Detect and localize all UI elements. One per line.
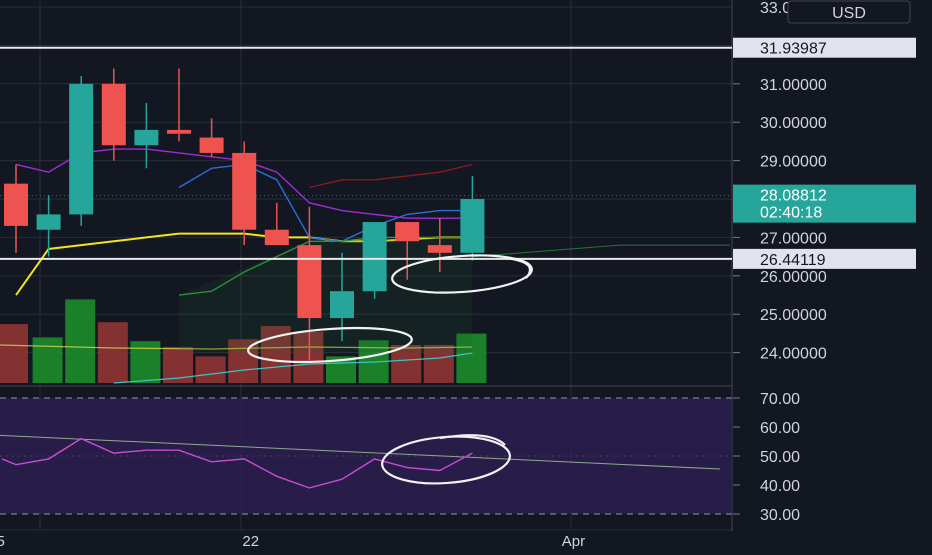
rsi-tick-label: 30.00 xyxy=(760,507,800,524)
rsi-panel xyxy=(0,397,732,515)
time-axis: 15 22 Apr xyxy=(0,531,733,550)
currency-label[interactable]: USD xyxy=(832,5,866,22)
hand-circle-volume xyxy=(247,326,413,364)
volume-bar xyxy=(293,331,324,383)
price-tick-label: 26.00000 xyxy=(760,269,827,286)
candles xyxy=(4,68,485,361)
candle-body xyxy=(264,229,289,246)
volume-bar xyxy=(97,322,128,383)
candle-countdown-label: 02:40:18 xyxy=(760,205,822,222)
time-tick-label: 15 xyxy=(0,533,5,550)
candle-body xyxy=(69,83,94,215)
current-price-tag[interactable] xyxy=(733,184,916,223)
hand-circle-tail xyxy=(504,256,532,279)
level-price-tag[interactable] xyxy=(733,248,916,269)
volume-bar xyxy=(423,345,454,383)
currency-button[interactable]: USD xyxy=(787,0,911,24)
time-axis-background xyxy=(0,531,733,550)
candle-body xyxy=(460,199,485,253)
rsi-line xyxy=(1,437,473,489)
hand-drawn-circles xyxy=(247,254,533,485)
price-tick-label: 31.00000 xyxy=(760,77,827,94)
candle-body xyxy=(362,222,387,292)
candle-body xyxy=(232,152,257,230)
candle-body xyxy=(167,129,191,134)
current-price-label: 28.08812 xyxy=(760,188,827,205)
volume-bar xyxy=(456,333,487,383)
price-tick-label: 27.00000 xyxy=(760,230,827,247)
level-price-tag-label: 31.93987 xyxy=(760,41,827,58)
time-tick-label: Apr xyxy=(562,533,585,550)
price-tick-label: 24.00000 xyxy=(760,346,827,363)
price-axis-background xyxy=(733,0,932,550)
volume-ma-line xyxy=(0,344,473,350)
price-tick-label: 30.00000 xyxy=(760,115,827,132)
hand-circle-candles xyxy=(391,254,533,294)
price-tick-label: 25.00000 xyxy=(760,307,827,324)
volume-bar xyxy=(195,356,226,383)
volume-bar xyxy=(32,337,63,383)
volume-bar xyxy=(228,339,259,383)
rsi-tick-label: 40.00 xyxy=(760,478,800,495)
volume-bars xyxy=(0,299,487,384)
moving-average-line xyxy=(309,163,473,189)
ma-cloud-fill xyxy=(179,237,473,353)
moving-average-line xyxy=(178,163,473,242)
currency-button-box[interactable] xyxy=(787,0,911,24)
candle-body xyxy=(297,245,322,319)
moving-average-extension xyxy=(472,244,730,258)
candle-body xyxy=(330,291,354,319)
candle-body xyxy=(134,129,159,146)
volume-ma-line xyxy=(113,352,473,384)
candle-body xyxy=(395,222,420,242)
horizontal-levels[interactable] xyxy=(0,46,732,260)
candle-body xyxy=(36,214,61,230)
moving-average-line xyxy=(178,236,473,296)
volume-bar xyxy=(130,341,161,383)
candle-body xyxy=(4,183,28,226)
rsi-tick-label: 50.00 xyxy=(760,449,800,466)
rsi-tick-label: 70.00 xyxy=(760,391,800,408)
level-price-tag[interactable] xyxy=(733,37,916,58)
time-tick-label: 22 xyxy=(242,533,259,550)
candle-body xyxy=(101,83,126,146)
candle-body xyxy=(427,245,452,253)
volume-bar xyxy=(391,345,422,383)
level-price-tag-label: 26.44119 xyxy=(760,252,826,269)
rsi-tick-label: 60.00 xyxy=(760,420,800,437)
candle-body xyxy=(199,137,224,153)
hand-circle-rsi-tail xyxy=(439,434,506,446)
volume-bar xyxy=(65,299,96,383)
price-tick-label: 29.00000 xyxy=(760,154,827,171)
price-axis: 24.0000025.0000026.0000027.0000028.00000… xyxy=(733,0,932,550)
volume-bar xyxy=(0,324,28,383)
rsi-trendline xyxy=(0,434,721,470)
